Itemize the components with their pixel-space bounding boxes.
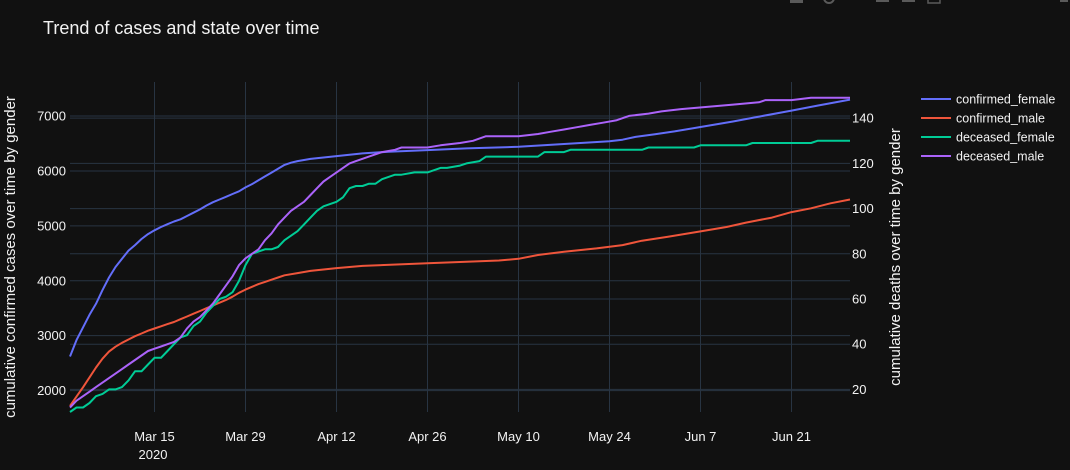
chart-title: Trend of cases and state over time (43, 18, 319, 38)
y-left-tick-label: 7000 (37, 109, 66, 124)
zoom-in-icon[interactable] (876, 0, 889, 2)
series-line-deceased-male[interactable] (69, 96, 850, 409)
x-tick-label: May 10 (497, 429, 540, 444)
y-right-tick-label: 80 (852, 246, 866, 261)
y-left-axis-title: cumulative confirmed cases over time by … (2, 96, 19, 418)
legend-item-confirmed-female[interactable]: confirmed_female (921, 93, 1055, 107)
legend-item-deceased-male[interactable]: deceased_male (921, 150, 1044, 164)
autoscale-icon[interactable] (927, 0, 941, 4)
y-left-tick-label: 3000 (37, 328, 66, 343)
legend-label: deceased_female (956, 131, 1055, 145)
y-left-tick-label: 4000 (37, 273, 66, 288)
grid (70, 82, 850, 412)
y-left-tick-label: 5000 (37, 218, 66, 233)
zoom-out-icon[interactable] (902, 0, 915, 2)
x-tick-label: Apr 12 (317, 429, 355, 444)
y-right-tick-label: 140 (852, 111, 874, 126)
y-left-axis: 2000 3000 4000 5000 6000 7000 (37, 109, 66, 399)
legend-label: confirmed_male (956, 112, 1045, 126)
series-line-deceased-female[interactable] (69, 139, 850, 413)
series-line-confirmed-male[interactable] (69, 198, 851, 407)
y-right-tick-label: 20 (852, 382, 866, 397)
y-right-tick-label: 60 (852, 291, 866, 306)
series-lines (69, 96, 851, 413)
modebar[interactable] (790, 0, 1068, 4)
x-tick-label: Jun 7 (685, 429, 717, 444)
camera-icon[interactable] (790, 0, 803, 3)
x-axis: Mar 15 Mar 29 Apr 12 Apr 26 May 10 May 24 Jun … (134, 429, 811, 444)
y-right-tick-label: 100 (852, 201, 874, 216)
x-tick-label: Mar 15 (134, 429, 174, 444)
legend-item-confirmed-male[interactable]: confirmed_male (921, 112, 1045, 126)
y-right-axis-title: cumulative deaths over time by gender (887, 128, 904, 386)
y-left-tick-label: 6000 (37, 163, 66, 178)
legend[interactable]: confirmed_female confirmed_male deceased_f… (921, 93, 1055, 164)
y-right-tick-label: 40 (852, 337, 866, 352)
series-line-confirmed-female[interactable] (69, 98, 851, 357)
legend-item-deceased-female[interactable]: deceased_female (921, 131, 1055, 145)
y-right-axis: 20 40 60 80 100 120 140 (852, 111, 874, 397)
legend-label: deceased_male (956, 150, 1044, 164)
x-axis-year-label: 2020 (139, 447, 168, 462)
x-tick-label: Apr 26 (408, 429, 446, 444)
plotly-logo-icon[interactable] (1060, 0, 1068, 2)
x-tick-label: Mar 29 (225, 429, 265, 444)
x-tick-label: Jun 21 (772, 429, 811, 444)
x-tick-label: May 24 (588, 429, 631, 444)
zoom-icon[interactable] (823, 0, 835, 4)
y-left-tick-label: 2000 (37, 383, 66, 398)
legend-label: confirmed_female (956, 93, 1055, 107)
y-right-tick-label: 120 (852, 156, 874, 171)
